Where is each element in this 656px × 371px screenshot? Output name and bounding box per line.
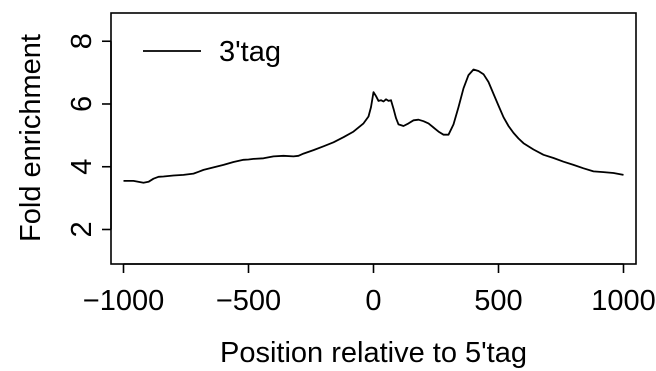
y-axis: 2 4 6 8 [66,33,112,238]
y-tick-label: 4 [66,159,98,175]
x-tick-label: 1000 [591,285,656,317]
y-axis-label: Fold enrichment [15,34,47,242]
series-line-0 [123,68,624,184]
y-tick-label: 8 [66,33,98,49]
x-tick-label: −1000 [83,285,164,317]
x-tick-label: 0 [365,285,381,317]
y-tick-label: 6 [66,96,98,112]
legend-label: 3'tag [219,36,281,68]
legend: 3'tag [143,36,281,68]
x-tick-label: 500 [474,285,522,317]
series-layer [123,68,624,184]
x-axis: −1000 −500 0 500 1000 [83,263,656,317]
x-axis-label: Position relative to 5'tag [220,337,527,369]
y-tick-label: 2 [66,221,98,237]
x-tick-label: −500 [216,285,281,317]
